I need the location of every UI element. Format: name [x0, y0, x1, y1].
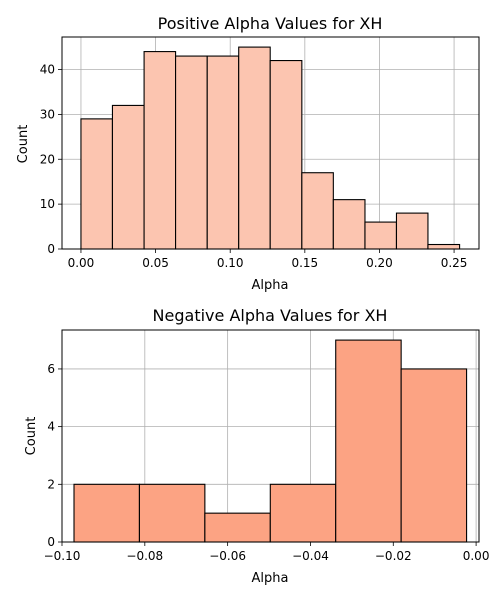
x-tick-label: 0.10	[217, 256, 244, 270]
histogram-bar	[364, 221, 398, 250]
histogram-bar	[301, 172, 334, 250]
chart-title: Negative Alpha Values for XH	[153, 306, 388, 325]
histogram-bar	[73, 483, 140, 543]
histogram-bar	[143, 51, 177, 250]
y-axis-label: Count	[24, 417, 39, 456]
y-tick-label: 30	[40, 107, 55, 121]
x-axis-label: Alpha	[252, 278, 289, 293]
histogram-bar	[400, 368, 468, 543]
plot-frame	[61, 36, 480, 250]
x-axis-label: Alpha	[252, 571, 289, 586]
x-tick-label: 0.25	[441, 256, 468, 270]
y-tick-label: 0	[47, 535, 55, 549]
plot-frame	[61, 329, 480, 543]
histogram-bar	[269, 60, 303, 250]
x-tick-label: −0.08	[126, 549, 163, 563]
y-tick-label: 40	[40, 63, 55, 77]
y-axis-label: Count	[16, 125, 31, 164]
y-tick-label: 2	[47, 477, 55, 491]
y-tick-label: 20	[40, 152, 55, 166]
histogram-bar	[332, 199, 366, 250]
histogram-bar	[269, 483, 337, 543]
histogram-bar	[175, 55, 208, 250]
x-tick-label: 0.00	[463, 549, 490, 563]
x-tick-label: 0.15	[291, 256, 318, 270]
chart-positive-alpha: Positive Alpha Values for XH 0.00 0.05 0.1…	[16, 14, 480, 293]
y-tick-label: 0	[47, 242, 55, 256]
x-tick-label: −0.04	[292, 549, 329, 563]
histogram-bar	[204, 512, 271, 543]
x-tick-label: −0.06	[209, 549, 246, 563]
histogram-bar	[335, 339, 402, 543]
chart-negative-alpha: Negative Alpha Values for XH −0.10 −0.08 −…	[24, 306, 489, 586]
y-tick-label: 6	[47, 362, 55, 376]
histogram-bar	[427, 243, 461, 250]
x-tick-label: −0.02	[375, 549, 412, 563]
x-tick-label: 0.20	[366, 256, 393, 270]
y-tick-label: 10	[40, 197, 55, 211]
x-tick-label: 0.05	[142, 256, 169, 270]
histogram-bar	[206, 55, 240, 250]
histogram-bar	[395, 212, 429, 250]
histogram-bar	[80, 118, 113, 250]
y-tick-label: 4	[47, 420, 55, 434]
histogram-bar	[111, 104, 145, 250]
x-tick-label: 0.00	[68, 256, 95, 270]
histogram-bar	[138, 483, 206, 543]
chart-title: Positive Alpha Values for XH	[158, 14, 383, 33]
histogram-bar	[238, 46, 271, 250]
x-tick-label: −0.10	[44, 549, 81, 563]
